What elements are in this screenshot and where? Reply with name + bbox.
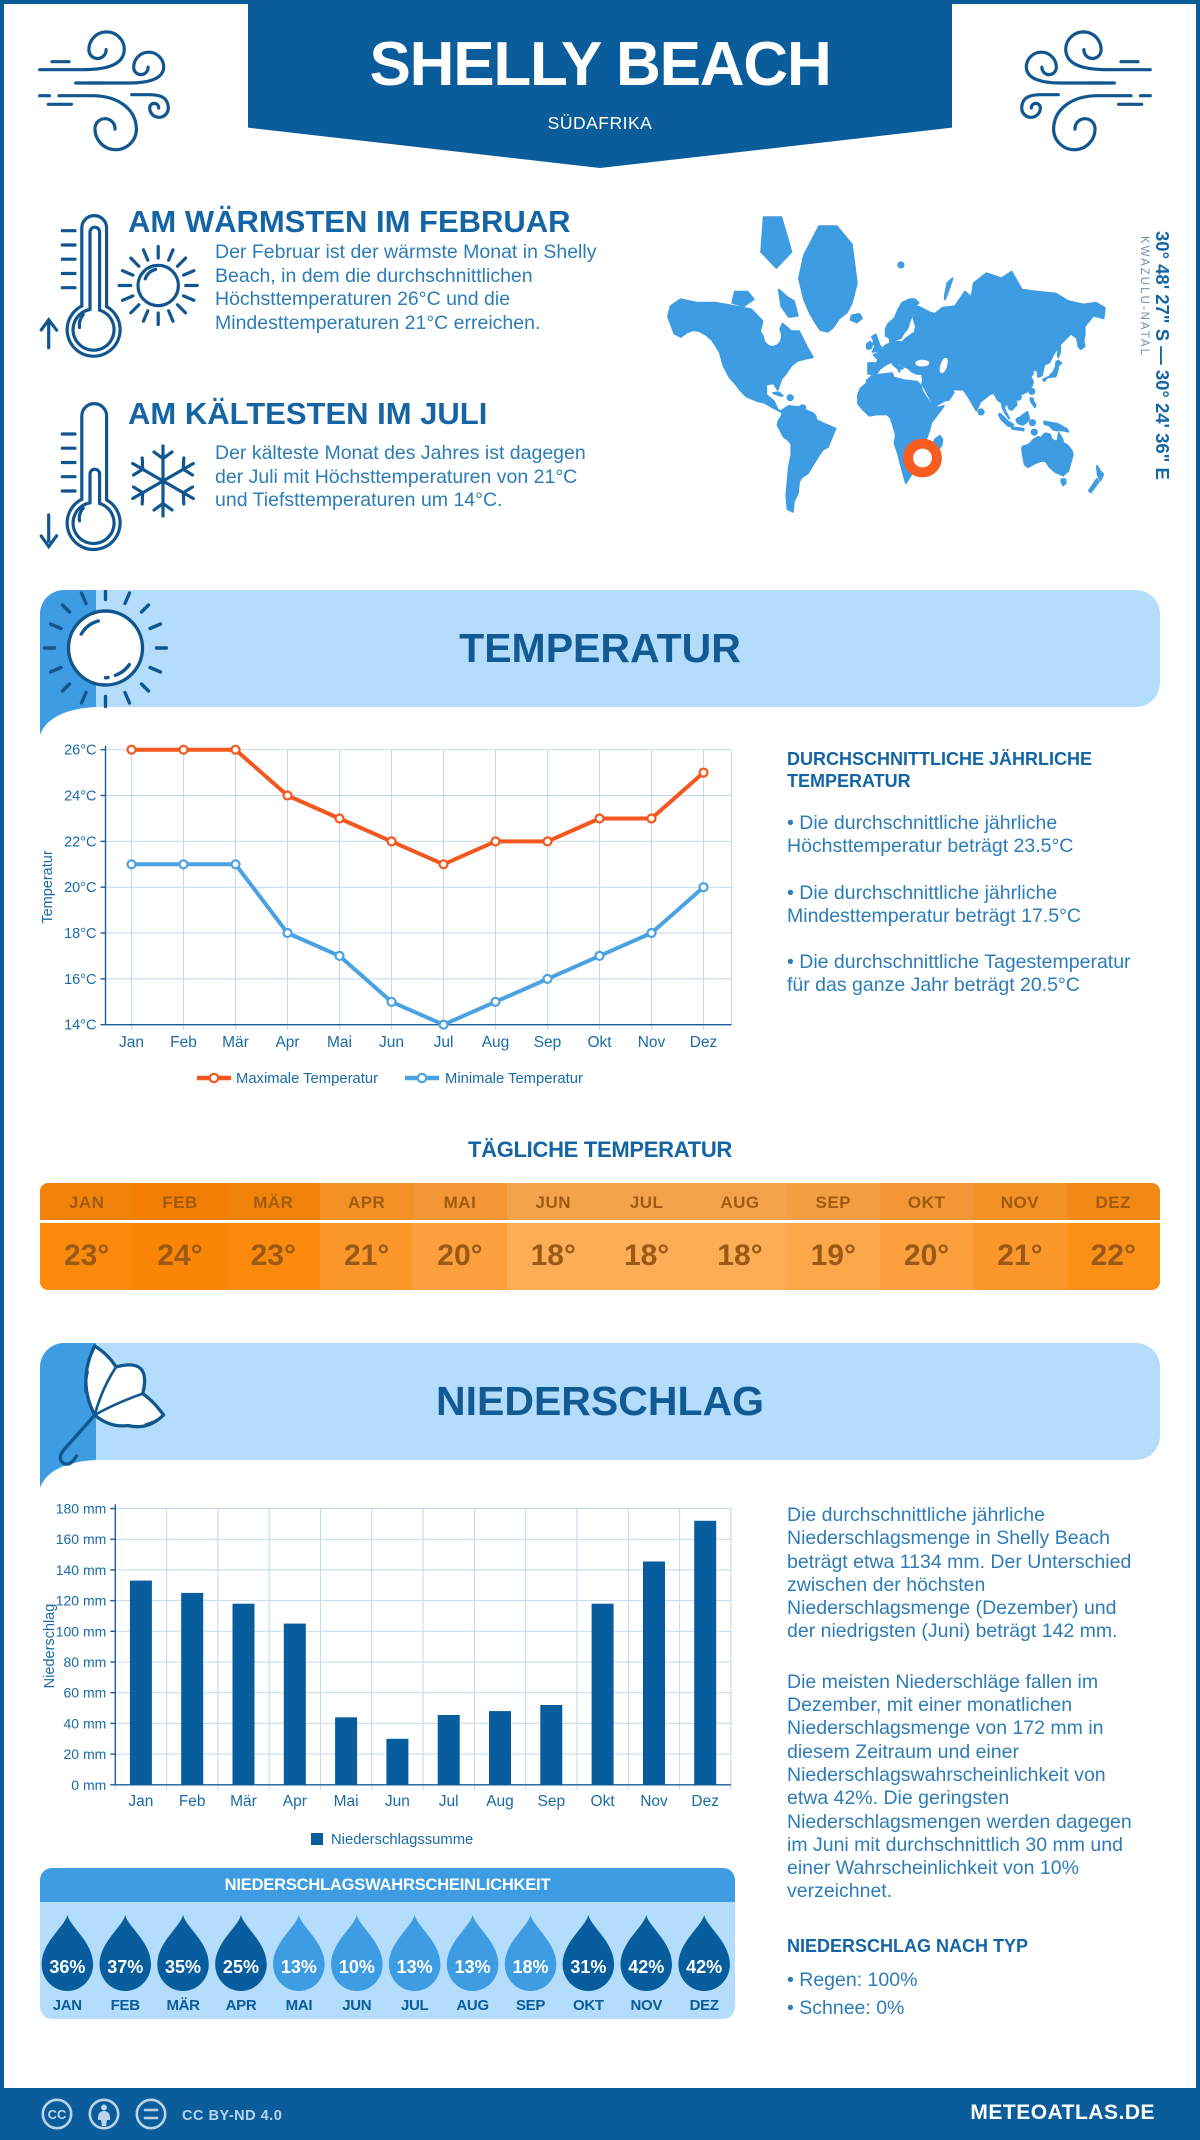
svg-text:18°C: 18°C xyxy=(64,926,96,942)
svg-text:Mär: Mär xyxy=(222,1034,249,1051)
svg-text:Mai: Mai xyxy=(327,1034,352,1051)
svg-text:20 mm: 20 mm xyxy=(64,1746,107,1762)
svg-text:31%: 31% xyxy=(570,1957,606,1977)
svg-text:Mai: Mai xyxy=(334,1793,359,1810)
svg-text:JUN: JUN xyxy=(342,1997,371,2014)
svg-text:DEZ: DEZ xyxy=(690,1997,719,2014)
svg-text:APR: APR xyxy=(226,1997,257,2014)
svg-text:100 mm: 100 mm xyxy=(56,1623,107,1639)
svg-text:Jul: Jul xyxy=(434,1034,454,1051)
svg-text:42%: 42% xyxy=(686,1957,722,1977)
svg-text:180 mm: 180 mm xyxy=(56,1501,107,1517)
svg-text:AUG: AUG xyxy=(456,1997,488,2014)
svg-text:22°C: 22°C xyxy=(64,834,96,850)
svg-text:40 mm: 40 mm xyxy=(64,1715,107,1731)
svg-text:Nov: Nov xyxy=(638,1034,666,1051)
svg-text:42%: 42% xyxy=(628,1957,664,1977)
svg-text:13%: 13% xyxy=(397,1957,433,1977)
svg-text:Maximale Temperatur: Maximale Temperatur xyxy=(236,1071,378,1087)
svg-text:Jun: Jun xyxy=(385,1793,410,1810)
svg-text:Feb: Feb xyxy=(179,1793,206,1810)
svg-text:NOV: NOV xyxy=(630,1997,662,2014)
svg-text:Apr: Apr xyxy=(275,1034,299,1051)
svg-text:Dez: Dez xyxy=(691,1793,719,1810)
svg-text:Mär: Mär xyxy=(230,1793,257,1810)
svg-text:160 mm: 160 mm xyxy=(56,1531,107,1547)
svg-text:MAI: MAI xyxy=(286,1997,313,2014)
svg-text:13%: 13% xyxy=(455,1957,491,1977)
svg-text:36%: 36% xyxy=(49,1957,85,1977)
svg-text:26°C: 26°C xyxy=(64,743,96,759)
svg-text:10%: 10% xyxy=(339,1957,375,1977)
svg-text:OKT: OKT xyxy=(573,1997,604,2014)
svg-text:37%: 37% xyxy=(107,1957,143,1977)
svg-text:Sep: Sep xyxy=(534,1034,562,1051)
svg-text:140 mm: 140 mm xyxy=(56,1562,107,1578)
svg-text:Okt: Okt xyxy=(591,1793,616,1810)
svg-text:FEB: FEB xyxy=(111,1997,141,2014)
svg-text:Sep: Sep xyxy=(538,1793,566,1810)
svg-text:14°C: 14°C xyxy=(64,1018,96,1034)
svg-text:Minimale Temperatur: Minimale Temperatur xyxy=(445,1071,583,1087)
svg-text:Niederschlag: Niederschlag xyxy=(42,1604,58,1689)
svg-text:Dez: Dez xyxy=(690,1034,718,1051)
svg-text:Nov: Nov xyxy=(640,1793,668,1810)
svg-text:Feb: Feb xyxy=(170,1034,197,1051)
svg-text:Temperatur: Temperatur xyxy=(40,850,56,924)
svg-text:Jul: Jul xyxy=(439,1793,459,1810)
svg-text:Apr: Apr xyxy=(283,1793,307,1810)
svg-text:JAN: JAN xyxy=(53,1997,82,2014)
svg-text:80 mm: 80 mm xyxy=(64,1654,107,1670)
svg-text:18%: 18% xyxy=(513,1957,549,1977)
svg-text:16°C: 16°C xyxy=(64,972,96,988)
svg-text:0 mm: 0 mm xyxy=(71,1777,106,1793)
svg-text:MÄR: MÄR xyxy=(166,1997,200,2014)
svg-text:13%: 13% xyxy=(281,1957,317,1977)
svg-text:35%: 35% xyxy=(165,1957,201,1977)
svg-text:Niederschlagssumme: Niederschlagssumme xyxy=(331,1832,473,1848)
svg-text:Aug: Aug xyxy=(486,1793,514,1810)
svg-text:Jan: Jan xyxy=(128,1793,153,1810)
svg-text:24°C: 24°C xyxy=(64,789,96,805)
svg-text:CC: CC xyxy=(48,2107,67,2122)
svg-text:Jun: Jun xyxy=(379,1034,404,1051)
svg-text:JUL: JUL xyxy=(401,1997,429,2014)
svg-text:60 mm: 60 mm xyxy=(64,1685,107,1701)
svg-text:SEP: SEP xyxy=(516,1997,545,2014)
svg-text:120 mm: 120 mm xyxy=(56,1593,107,1609)
svg-text:25%: 25% xyxy=(223,1957,259,1977)
svg-text:CC BY-ND 4.0: CC BY-ND 4.0 xyxy=(182,2108,282,2124)
svg-text:Jan: Jan xyxy=(119,1034,144,1051)
svg-text:Okt: Okt xyxy=(587,1034,612,1051)
svg-text:Aug: Aug xyxy=(482,1034,510,1051)
svg-text:20°C: 20°C xyxy=(64,880,96,896)
